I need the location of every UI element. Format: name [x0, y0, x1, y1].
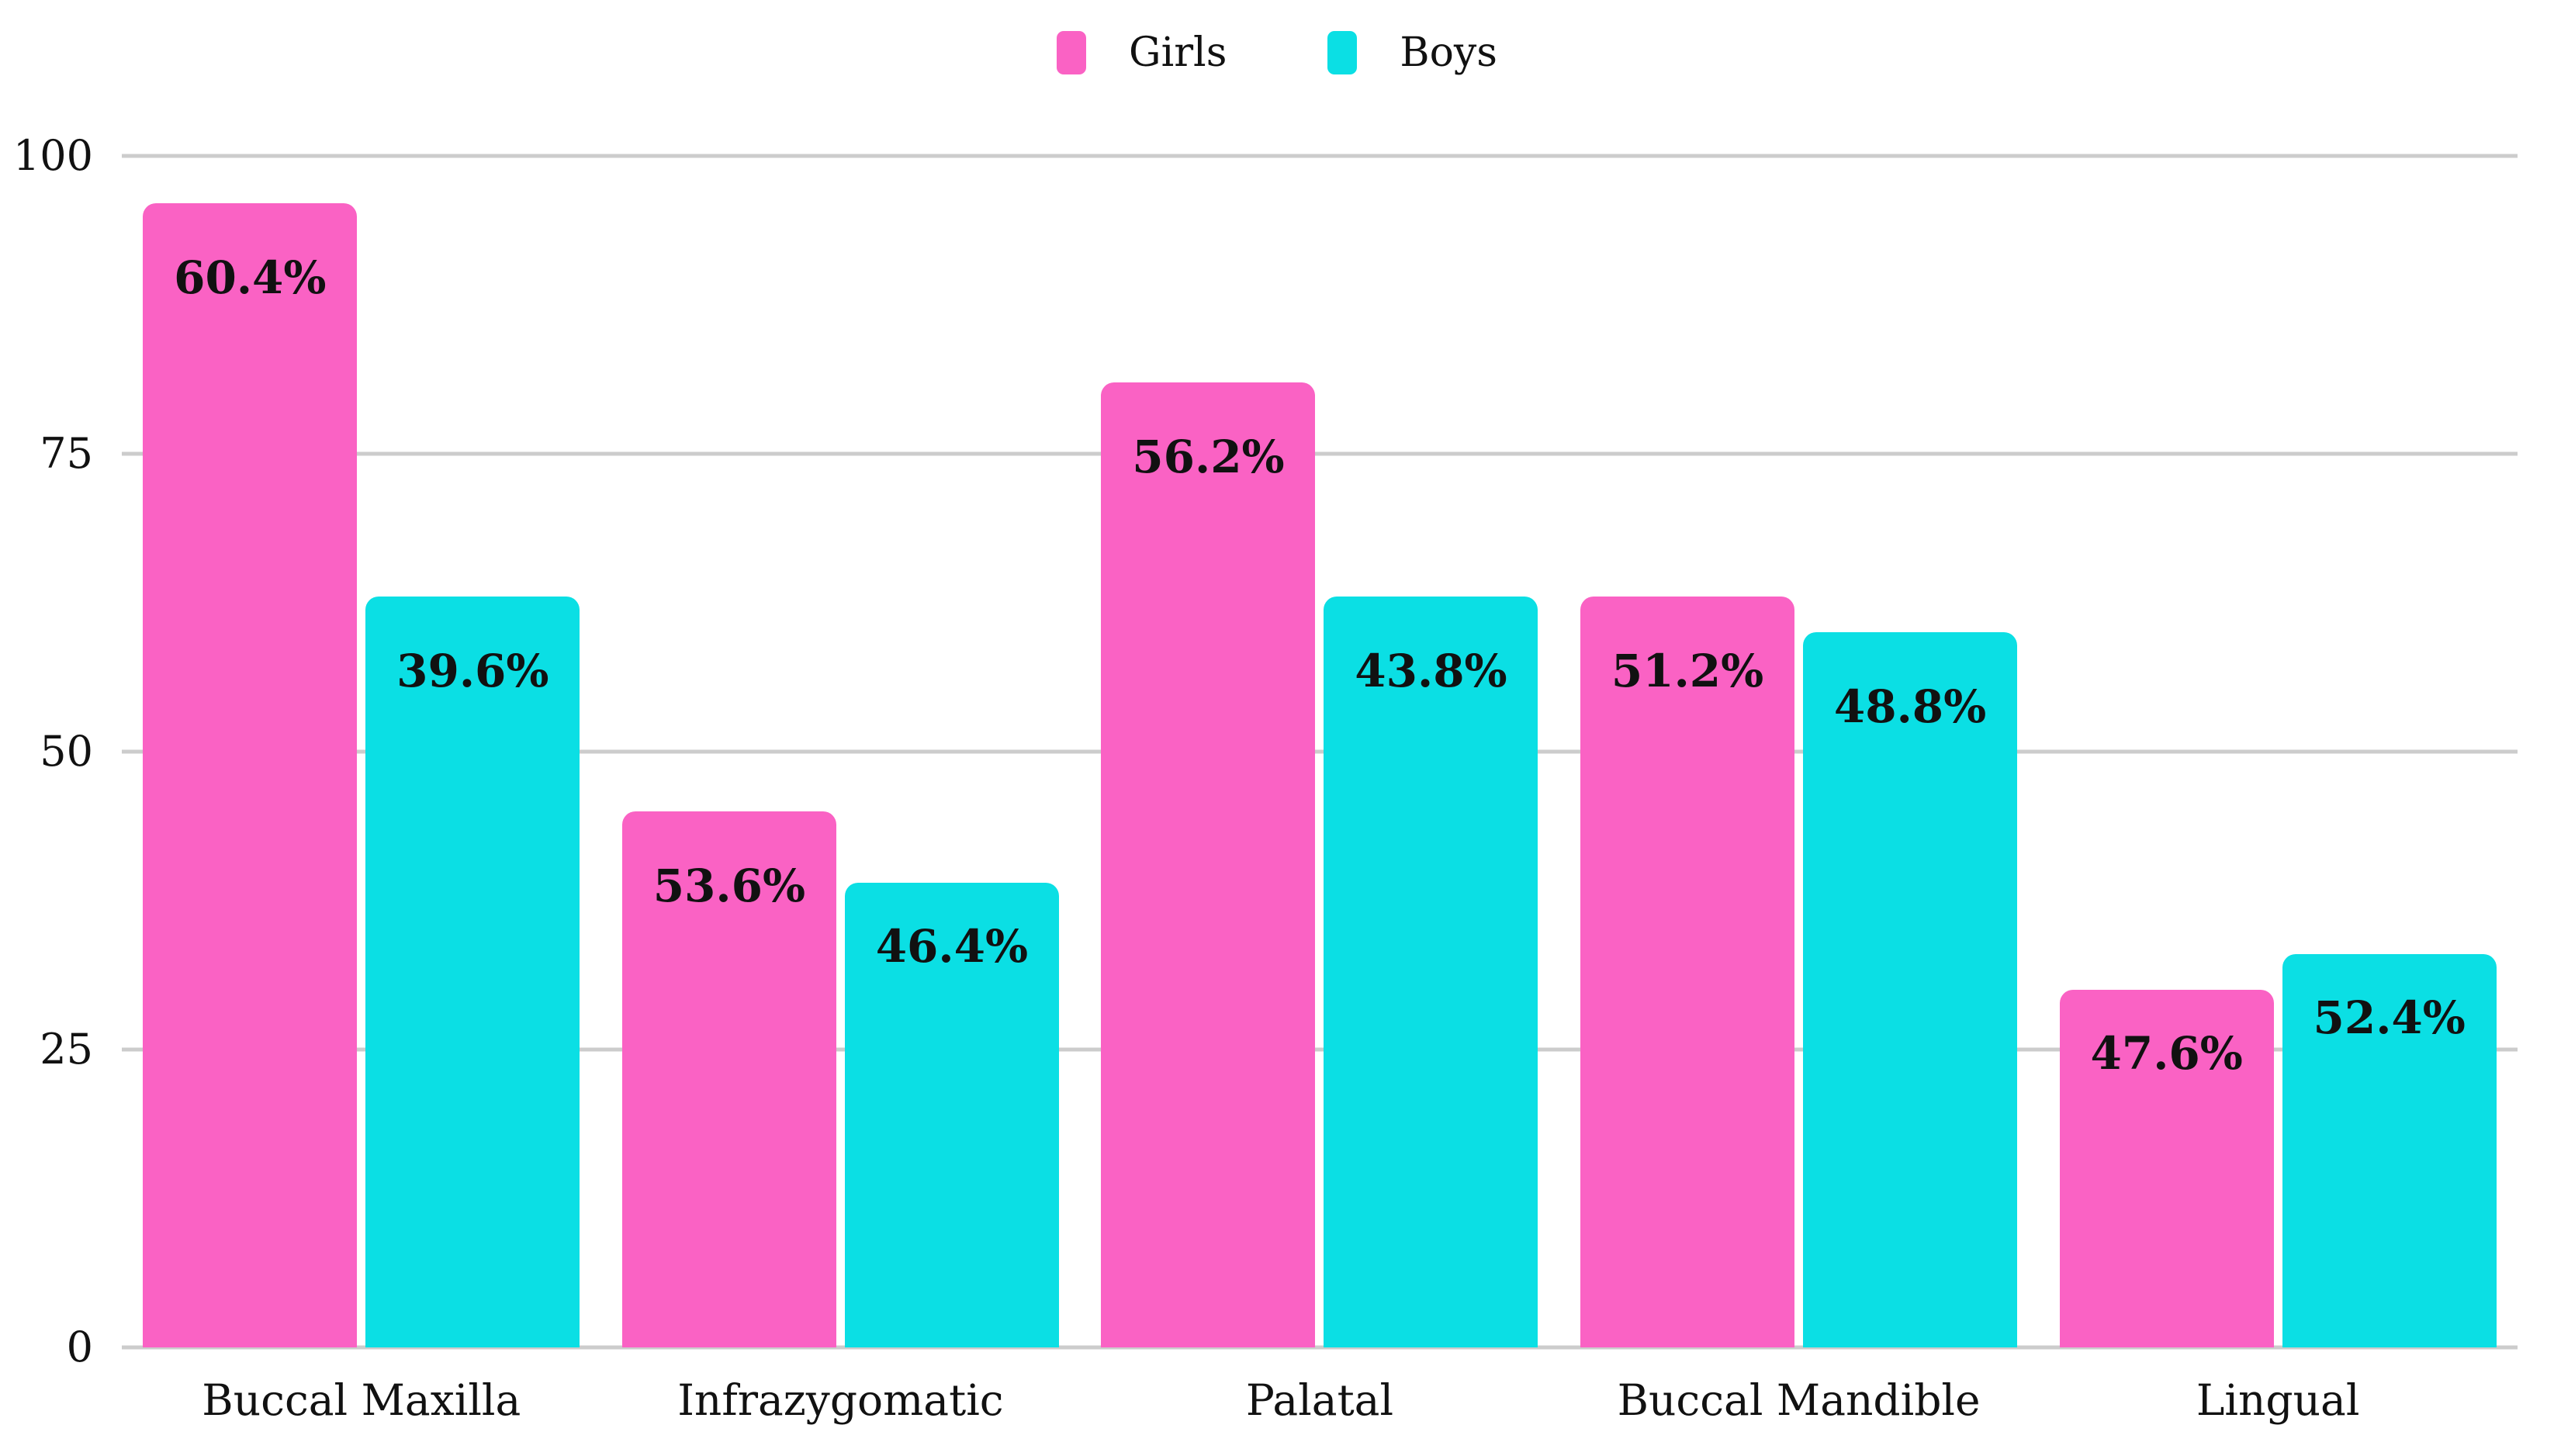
bar-value-label: 39.6%: [396, 645, 549, 698]
bar-girls: 56.2%: [1101, 382, 1316, 1347]
bar-girls: 53.6%: [621, 811, 836, 1347]
bar-boys: 52.4%: [2282, 954, 2497, 1347]
gridline: [122, 749, 2518, 754]
bar-girls: 60.4%: [143, 203, 358, 1347]
legend: Girls Boys: [0, 22, 2554, 84]
bar-group-buccal-maxilla: 60.4% 39.6%: [122, 156, 601, 1347]
bar-boys: 39.6%: [365, 597, 580, 1347]
legend-item-girls: Girls: [1057, 31, 1227, 74]
category-label: Lingual: [2196, 1375, 2360, 1425]
legend-swatch-icon: [1057, 31, 1087, 74]
bar-value-label: 43.8%: [1355, 645, 1507, 698]
bar-group-buccal-mandible: 51.2% 48.8%: [1559, 156, 2039, 1347]
bar-girls: 51.2%: [1580, 597, 1795, 1347]
bar-value-label: 52.4%: [2313, 991, 2466, 1045]
legend-label: Girls: [1129, 29, 1227, 76]
bar-boys: 48.8%: [1803, 632, 2018, 1347]
x-axis: Buccal Maxilla Infrazygomatic Palatal Bucca…: [122, 1375, 2518, 1426]
bar-value-label: 46.4%: [875, 919, 1029, 973]
bar-boys: 46.4%: [844, 882, 1059, 1347]
category-label: Palatal: [1245, 1375, 1394, 1425]
bar-value-label: 53.6%: [652, 859, 806, 912]
category-label: Buccal Maxilla: [202, 1375, 521, 1425]
y-axis: 0 25 50 75 100: [12, 131, 93, 1371]
bars-container: 60.4% 39.6% 53.6% 46.4% 56.2% 43.8% 51.2% 48.8%…: [122, 156, 2518, 1347]
gridline: [122, 451, 2518, 456]
gridline: [122, 1345, 2518, 1350]
legend-item-boys: Boys: [1327, 31, 1497, 74]
bar-value-label: 60.4%: [174, 251, 327, 305]
bar-group-infrazygomatic: 53.6% 46.4%: [601, 156, 1081, 1347]
legend-label: Boys: [1400, 29, 1497, 76]
category-label: Buccal Mandible: [1617, 1375, 1981, 1425]
gridline: [122, 154, 2518, 158]
gridline: [122, 1047, 2518, 1052]
bar-group-palatal: 56.2% 43.8%: [1080, 156, 1559, 1347]
bar-group-lingual: 47.6% 52.4%: [2038, 156, 2518, 1347]
bar-value-label: 51.2%: [1611, 645, 1764, 698]
bar-girls: 47.6%: [2059, 990, 2274, 1347]
legend-swatch-icon: [1327, 31, 1358, 74]
bar-boys: 43.8%: [1324, 597, 1538, 1347]
bar-value-label: 56.2%: [1132, 430, 1285, 483]
bar-value-label: 48.8%: [1833, 680, 1987, 734]
plot-area: 60.4% 39.6% 53.6% 46.4% 56.2% 43.8% 51.2% 48.8%…: [122, 154, 2518, 1350]
bar-value-label: 47.6%: [2090, 1027, 2243, 1081]
category-label: Infrazygomatic: [677, 1375, 1004, 1425]
